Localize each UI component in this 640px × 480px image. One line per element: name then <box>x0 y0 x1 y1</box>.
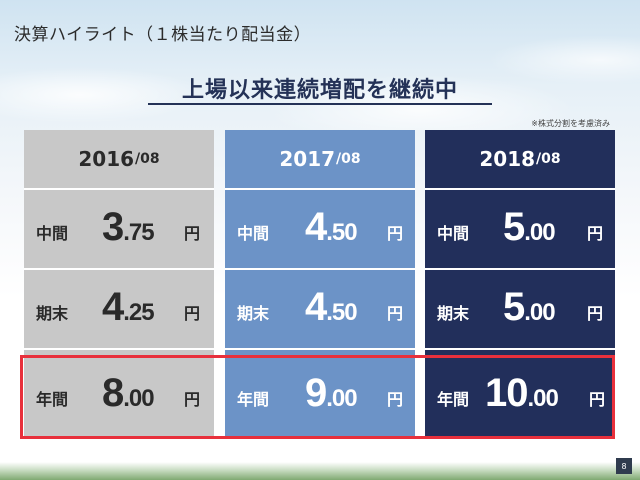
divider <box>225 268 415 270</box>
row-label: 年間 <box>36 390 69 409</box>
dividend-value: 5.00 <box>503 205 556 249</box>
row-interim: 中間 3.75 円 <box>24 190 214 268</box>
dividend-value: 10.00 <box>485 371 559 415</box>
row-final: 期末 4.25 円 <box>24 270 214 348</box>
yen-unit: 円 <box>184 304 201 323</box>
yen-unit: 円 <box>184 390 201 409</box>
divider <box>225 348 415 350</box>
column-header: 2018/08 <box>425 130 615 188</box>
yen-unit: 円 <box>387 390 404 409</box>
dividend-value: 4.50 <box>305 205 358 249</box>
row-interim: 中間 5.00 円 <box>425 190 615 268</box>
dividend-value: 4.25 <box>102 285 155 329</box>
dividend-value: 5.00 <box>503 285 556 329</box>
year: 2016 <box>78 147 135 171</box>
row-label: 中間 <box>36 224 69 243</box>
slide-title: 決算ハイライト（１株当たり配当金） <box>14 25 312 45</box>
row-annual: 年間 10.00 円 <box>425 356 615 434</box>
divider <box>425 268 615 270</box>
sky-background <box>0 0 640 130</box>
row-annual: 年間 9.00 円 <box>225 356 415 434</box>
row-label: 年間 <box>437 390 470 409</box>
row-label: 中間 <box>437 224 470 243</box>
divider <box>425 348 615 350</box>
dividend-value: 9.00 <box>305 371 358 415</box>
headline: 上場以来連続増配を継続中 <box>181 78 458 103</box>
year-suffix: /08 <box>135 151 160 167</box>
yen-unit: 円 <box>589 390 606 409</box>
row-interim: 中間 4.50 円 <box>225 190 415 268</box>
stock-split-note: ※株式分割を考慮済み <box>531 119 610 128</box>
divider <box>24 268 214 270</box>
annual-highlight-frame <box>20 355 615 439</box>
row-annual: 年間 8.00 円 <box>24 356 214 434</box>
dividend-value: 3.75 <box>102 205 155 249</box>
column-2018: 2018/08 中間 5.00 円 期末 5.00 円 年間 10.00 円 <box>425 130 615 438</box>
divider <box>425 188 615 190</box>
year-suffix: /08 <box>536 151 561 167</box>
column-2017: 2017/08 中間 4.50 円 期末 4.50 円 年間 9.00 円 <box>225 130 415 438</box>
page-number: 8 <box>616 458 632 474</box>
headline-underline <box>148 103 492 105</box>
yen-unit: 円 <box>387 224 404 243</box>
row-final: 期末 4.50 円 <box>225 270 415 348</box>
yen-unit: 円 <box>587 224 604 243</box>
year: 2018 <box>479 147 536 171</box>
year-suffix: /08 <box>336 151 361 167</box>
dividend-value: 8.00 <box>102 371 155 415</box>
column-2016: 2016/08 中間 3.75 円 期末 4.25 円 年間 8.00 円 <box>24 130 214 438</box>
yen-unit: 円 <box>587 304 604 323</box>
row-label: 期末 <box>36 304 69 323</box>
divider <box>24 188 214 190</box>
year: 2017 <box>279 147 336 171</box>
yen-unit: 円 <box>387 304 404 323</box>
row-label: 期末 <box>437 304 470 323</box>
row-label: 中間 <box>237 224 270 243</box>
divider <box>225 188 415 190</box>
grass-strip <box>0 462 640 480</box>
column-header: 2017/08 <box>225 130 415 188</box>
row-label: 期末 <box>237 304 270 323</box>
yen-unit: 円 <box>184 224 201 243</box>
column-header: 2016/08 <box>24 130 214 188</box>
row-final: 期末 5.00 円 <box>425 270 615 348</box>
row-label: 年間 <box>237 390 270 409</box>
divider <box>24 348 214 350</box>
dividend-value: 4.50 <box>305 285 358 329</box>
